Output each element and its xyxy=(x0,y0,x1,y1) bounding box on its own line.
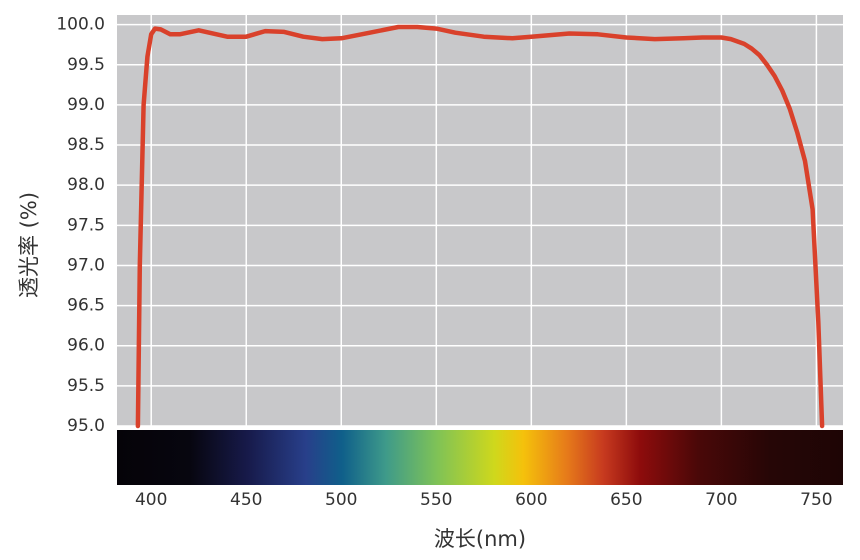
y-tick-label: 99.0 xyxy=(67,95,105,115)
x-tick-label: 500 xyxy=(325,490,357,510)
x-tick-label: 550 xyxy=(420,490,452,510)
x-tick-label: 600 xyxy=(515,490,547,510)
y-tick-label: 95.0 xyxy=(67,416,105,436)
x-tick-label: 650 xyxy=(610,490,642,510)
y-tick-label: 100.0 xyxy=(56,15,105,35)
y-tick-label: 96.5 xyxy=(67,296,105,316)
y-tick-label: 99.5 xyxy=(67,55,105,75)
y-tick-label: 97.0 xyxy=(67,255,105,275)
y-tick-label: 95.5 xyxy=(67,376,105,396)
x-tick-label: 700 xyxy=(705,490,737,510)
y-tick-label: 96.0 xyxy=(67,336,105,356)
spectrum-bar xyxy=(117,430,843,485)
x-tick-label: 450 xyxy=(230,490,262,510)
x-axis-title: 波长(nm) xyxy=(434,527,526,551)
data-line xyxy=(135,24,825,429)
y-axis-title: 透光率 (%) xyxy=(17,192,41,298)
y-tick-label: 98.5 xyxy=(67,135,105,155)
x-tick-label: 400 xyxy=(135,490,167,510)
y-tick-label: 97.5 xyxy=(67,215,105,235)
plot-area xyxy=(117,15,843,426)
x-tick-label: 750 xyxy=(800,490,832,510)
y-tick-label: 98.0 xyxy=(67,175,105,195)
